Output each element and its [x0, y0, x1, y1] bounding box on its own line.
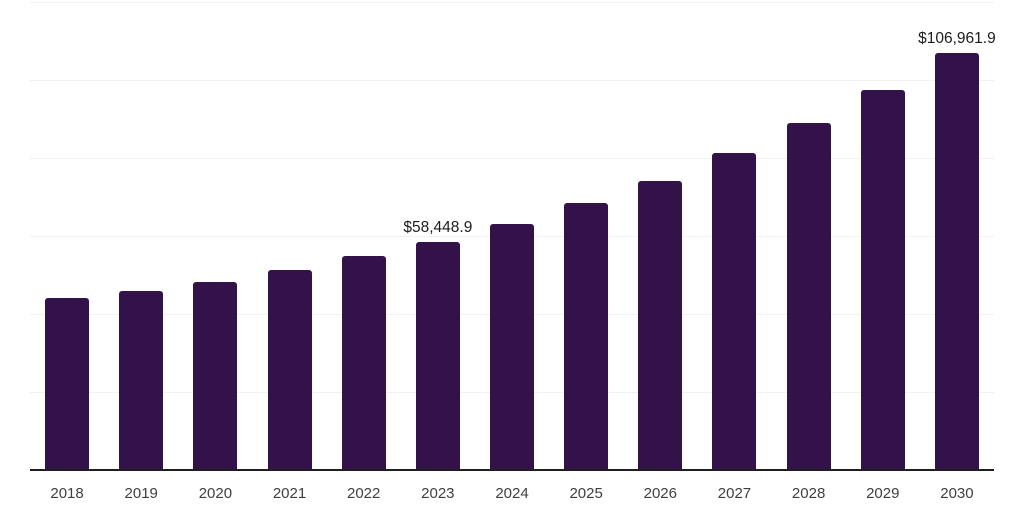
- x-tick-label-2026: 2026: [643, 485, 677, 502]
- bar-value-label-2030: $106,961.9: [918, 29, 996, 47]
- bar-2025: [564, 203, 609, 470]
- x-tick-label-2027: 2027: [717, 485, 752, 502]
- bar-2022: [341, 256, 386, 470]
- gridline: [30, 158, 994, 159]
- gridline: [30, 80, 994, 81]
- x-tick-label-2024: 2024: [495, 485, 529, 502]
- bar-2023: [415, 242, 460, 470]
- x-tick-label-2022: 2022: [347, 485, 381, 502]
- bar-2028: [786, 122, 831, 470]
- bar-2029: [860, 90, 905, 470]
- bar-2024: [490, 223, 534, 470]
- bar-2019: [119, 290, 164, 470]
- x-tick-label-2029: 2029: [866, 485, 900, 502]
- bar-2030: [934, 52, 979, 470]
- gridline: [30, 2, 994, 3]
- x-tick-label-2018: 2018: [50, 485, 84, 502]
- bar-value-label-2023: $58,448.9: [403, 219, 473, 237]
- bar-2027: [712, 153, 757, 470]
- x-tick-label-2028: 2028: [791, 485, 826, 502]
- x-tick-label-2030: 2030: [940, 485, 974, 502]
- bar-2018: [45, 298, 90, 470]
- bar-2021: [267, 269, 312, 470]
- bar-2020: [193, 282, 238, 470]
- x-tick-label-2020: 2020: [198, 485, 233, 502]
- x-tick-label-2019: 2019: [124, 485, 158, 502]
- x-tick-label-2023: 2023: [421, 485, 455, 502]
- bar-2026: [638, 181, 683, 470]
- x-tick-label-2025: 2025: [569, 485, 603, 502]
- x-axis-line: [30, 469, 994, 471]
- x-tick-label-2021: 2021: [272, 485, 307, 502]
